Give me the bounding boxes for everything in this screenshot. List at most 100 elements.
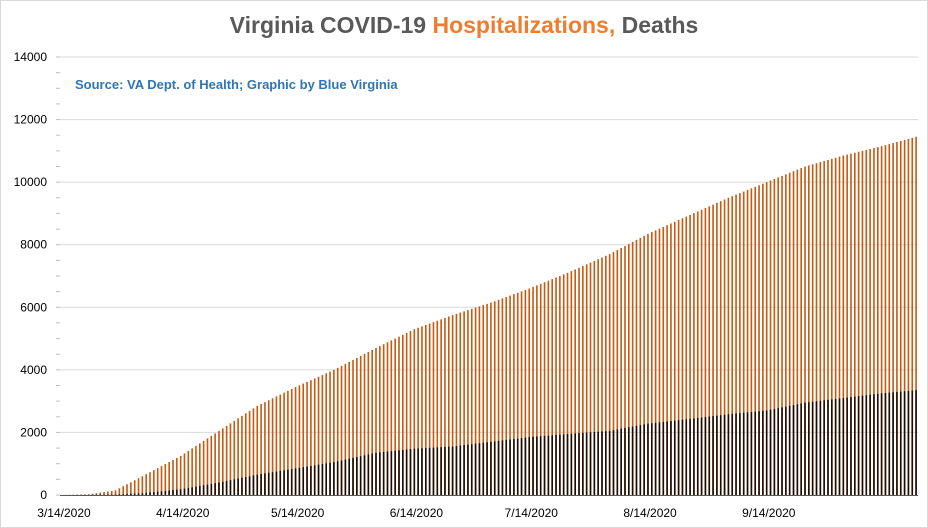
- deaths-bar: [237, 478, 239, 495]
- deaths-bar: [892, 392, 894, 495]
- hospitalizations-bar: [244, 413, 247, 495]
- hospitalizations-bar: [505, 296, 508, 495]
- deaths-bar: [574, 433, 576, 495]
- hospitalizations-bar: [582, 266, 584, 495]
- hospitalizations-bar: [394, 338, 396, 495]
- hospitalizations-bar: [815, 163, 818, 495]
- chart-subtitle: Source: VA Dept. of Health; Graphic by B…: [75, 77, 398, 92]
- deaths-bar: [620, 428, 622, 495]
- deaths-bar: [482, 442, 485, 495]
- hospitalizations-bar: [647, 233, 649, 495]
- deaths-bar: [578, 433, 580, 495]
- deaths-bar: [248, 476, 251, 495]
- hospitalizations-bar: [260, 403, 262, 495]
- hospitalizations-bar: [130, 482, 132, 495]
- deaths-bar: [367, 454, 370, 495]
- deaths-bar: [187, 487, 190, 495]
- deaths-bar: [647, 423, 649, 495]
- hospitalizations-bar: [463, 311, 465, 495]
- hospitalizations-bar: [133, 480, 136, 495]
- hospitalizations-bar: [206, 438, 209, 495]
- deaths-bar: [386, 451, 389, 495]
- hospitalizations-bar: [367, 351, 370, 495]
- deaths-bar: [838, 398, 841, 495]
- deaths-bar: [409, 449, 412, 495]
- x-tick-label: 8/14/2020: [623, 506, 677, 520]
- hospitalizations-bar: [126, 484, 128, 495]
- hospitalizations-bar: [673, 221, 676, 495]
- deaths-bar: [451, 446, 454, 495]
- hospitalizations-bar: [605, 255, 607, 495]
- deaths-bar: [788, 405, 791, 495]
- hospitalizations-bar: [750, 188, 753, 495]
- deaths-bar: [708, 416, 711, 495]
- hospitalizations-bar: [199, 443, 201, 495]
- deaths-bar: [271, 472, 274, 495]
- deaths-bar: [344, 459, 347, 495]
- hospitalizations-bar: [202, 440, 205, 495]
- hospitalizations-bar: [371, 349, 373, 495]
- deaths-bar: [145, 492, 147, 495]
- deaths-bar: [440, 447, 442, 495]
- hospitalizations-bar: [654, 230, 657, 495]
- deaths-bar: [275, 471, 278, 495]
- hospitalizations-bar: [248, 410, 251, 495]
- deaths-bar: [689, 418, 691, 495]
- hospitalizations-bar: [796, 169, 799, 495]
- deaths-bar: [831, 399, 833, 495]
- deaths-bar: [455, 446, 458, 495]
- hospitalizations-bar: [421, 326, 423, 495]
- deaths-bar: [846, 397, 848, 495]
- deaths-bar: [605, 431, 607, 495]
- hospitalizations-bar: [428, 323, 431, 495]
- deaths-bar: [589, 432, 592, 495]
- y-tick-label: 12000: [14, 113, 48, 127]
- deaths-bar: [861, 395, 864, 495]
- hospitalizations-bar: [348, 361, 350, 495]
- hospitalizations-bar: [375, 347, 377, 495]
- hospitalizations-bar: [543, 282, 546, 495]
- hospitalizations-bar: [762, 183, 764, 495]
- hospitalizations-bar: [325, 373, 328, 495]
- deaths-bar: [585, 432, 588, 495]
- hospitalizations-bar: [685, 216, 688, 496]
- deaths-bar: [670, 421, 672, 495]
- deaths-bar: [394, 450, 396, 495]
- deaths-bar: [359, 456, 362, 495]
- hospitalizations-bar: [735, 194, 737, 495]
- deaths-bar: [176, 489, 178, 495]
- x-tick-label: 7/14/2020: [505, 506, 559, 520]
- hospitalizations-bar: [382, 344, 385, 495]
- x-tick-label: 4/14/2020: [156, 506, 210, 520]
- hospitalizations-bar: [474, 307, 477, 495]
- deaths-bar: [509, 439, 511, 495]
- hospitalizations-bar: [486, 303, 488, 495]
- hospitalizations-bar: [379, 346, 381, 495]
- deaths-bar: [597, 431, 599, 495]
- hospitalizations-bar: [218, 430, 220, 495]
- deaths-bar: [536, 436, 538, 495]
- hospitalizations-bar: [84, 494, 86, 495]
- deaths-bar: [823, 400, 825, 495]
- hospitalizations-bar: [831, 158, 833, 495]
- deaths-bar: [340, 460, 343, 495]
- deaths-bar: [884, 392, 887, 495]
- deaths-bar: [371, 453, 373, 495]
- deaths-bar: [497, 440, 500, 495]
- hospitalizations-bar: [290, 388, 293, 495]
- deaths-bar: [528, 437, 531, 495]
- hospitalizations-bar: [436, 320, 439, 495]
- hospitalizations-bar: [754, 186, 757, 496]
- x-tick-label: 5/14/2020: [271, 506, 325, 520]
- hospitalizations-bar: [497, 299, 500, 495]
- hospitalizations-bar: [693, 213, 695, 495]
- hospitalizations-bar: [455, 313, 458, 495]
- deaths-bar: [302, 467, 305, 495]
- deaths-bar: [700, 417, 703, 495]
- hospitalizations-bar: [210, 435, 213, 495]
- hospitalizations-bar: [409, 331, 412, 495]
- hospitalizations-bar: [168, 461, 170, 495]
- deaths-bar: [731, 413, 734, 495]
- hospitalizations-bar: [225, 425, 228, 495]
- deaths-bar: [463, 445, 465, 495]
